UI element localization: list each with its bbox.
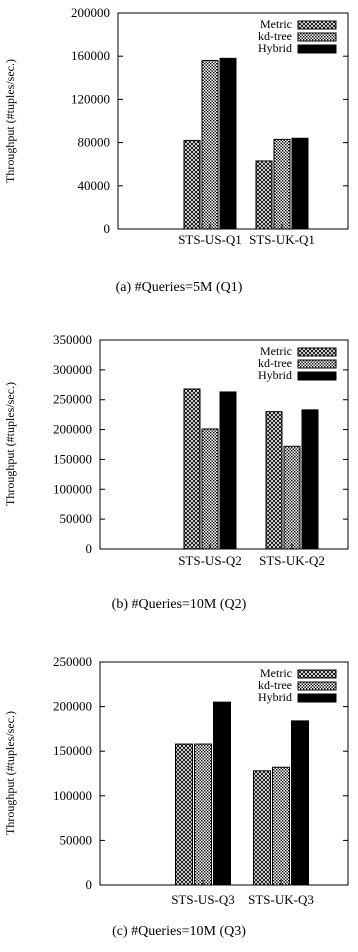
y-tick-label: 0	[86, 877, 93, 892]
legend-label: Hybrid	[258, 690, 292, 704]
y-tick-label: 100000	[53, 788, 92, 803]
x-category-label: STS-US-Q2	[178, 553, 242, 568]
bar-metric-sts-uk-q2	[265, 411, 283, 550]
legend-label: Hybrid	[258, 368, 292, 382]
chart-panel-c: 0 50000 100000 150000 200000 250000 Throughput…	[0, 652, 358, 952]
y-tick-label: 300000	[53, 362, 92, 377]
chart-b: 0 50000 100000 150000 200000 250000 300000 3500…	[3, 332, 349, 568]
y-tick-label: 350000	[53, 332, 92, 347]
legend-label: Metric	[260, 666, 292, 680]
bar-metric-sts-uk-q3	[253, 770, 271, 886]
y-axis-label: Throughput (#tuples/sec.)	[3, 711, 17, 835]
y-tick-label: 120000	[71, 91, 110, 106]
legend-label: Metric	[260, 17, 292, 31]
y-tick-label: 200000	[53, 699, 92, 714]
legend-label: kd-tree	[258, 29, 292, 43]
y-tick-label: 0	[104, 221, 111, 236]
chart-a: 0 40000 80000 120000 160000 200000 Throughput …	[3, 5, 349, 247]
y-tick-label: 50000	[60, 832, 93, 847]
bar-hybrid-sts-us-q3	[213, 701, 231, 886]
chart-panel-b: 0 50000 100000 150000 200000 250000 300000 3500…	[0, 327, 358, 627]
caption-a: (a) #Queries=5M (Q1)	[115, 280, 243, 295]
y-tick-label: 100000	[53, 481, 92, 496]
y-tick-label: 150000	[53, 743, 92, 758]
bar-metric-sts-us-q2	[183, 388, 201, 550]
legend-swatch-kd-tree	[297, 32, 337, 42]
bar-hybrid-sts-us-q1	[219, 57, 237, 230]
legend-label: Hybrid	[258, 41, 292, 55]
bar-hybrid-sts-uk-q1	[291, 137, 309, 230]
caption-c: (c) #Queries=10M (Q3)	[112, 924, 246, 939]
legend-label: kd-tree	[258, 356, 292, 370]
bar-kd-tree-sts-uk-q2	[283, 445, 301, 550]
y-tick-label: 160000	[71, 48, 110, 63]
x-category-label: STS-US-Q3	[171, 892, 235, 907]
y-tick-label: 0	[86, 541, 93, 556]
bar-kd-tree-sts-us-q1	[201, 60, 219, 230]
y-tick-label: 200000	[71, 5, 110, 20]
bar-kd-tree-sts-us-q2	[201, 428, 219, 550]
legend-swatch-hybrid	[297, 44, 337, 54]
y-tick-label: 80000	[78, 135, 111, 150]
y-axis-label: Throughput (#tuples/sec.)	[3, 59, 17, 183]
legend-swatch-hybrid	[297, 371, 337, 381]
y-tick-label: 250000	[53, 392, 92, 407]
bar-hybrid-sts-us-q2	[219, 391, 237, 550]
legend-swatch-metric	[297, 20, 337, 30]
bar-metric-sts-uk-q1	[255, 160, 273, 230]
legend-swatch-kd-tree	[297, 681, 337, 691]
y-tick-label: 40000	[78, 178, 111, 193]
x-category-label: STS-US-Q1	[178, 232, 242, 247]
bar-kd-tree-sts-uk-q3	[272, 766, 290, 886]
y-tick-label: 200000	[53, 422, 92, 437]
chart-panel-a: 0 40000 80000 120000 160000 200000 Throughput …	[0, 0, 358, 300]
y-tick-label: 50000	[60, 511, 93, 526]
x-category-label: STS-UK-Q3	[248, 892, 314, 907]
y-tick-label: 150000	[53, 451, 92, 466]
bar-hybrid-sts-uk-q2	[301, 409, 319, 550]
bar-kd-tree-sts-uk-q1	[273, 138, 291, 230]
legend-label: kd-tree	[258, 678, 292, 692]
caption-b: (b) #Queries=10M (Q2)	[111, 597, 247, 612]
legend-swatch-hybrid	[297, 693, 337, 703]
x-category-label: STS-UK-Q1	[249, 232, 315, 247]
bar-kd-tree-sts-us-q3	[194, 743, 212, 886]
legend-label: Metric	[260, 344, 292, 358]
x-category-label: STS-UK-Q2	[259, 553, 325, 568]
y-axis-label: Throughput (#tuples/sec.)	[3, 382, 17, 506]
legend-swatch-metric	[297, 347, 337, 357]
bar-hybrid-sts-uk-q3	[291, 720, 309, 886]
chart-c: 0 50000 100000 150000 200000 250000 Throughput…	[3, 654, 349, 907]
legend-swatch-metric	[297, 669, 337, 679]
bar-metric-sts-us-q1	[183, 139, 201, 230]
legend-swatch-kd-tree	[297, 359, 337, 369]
bar-metric-sts-us-q3	[175, 743, 193, 886]
y-tick-label: 250000	[53, 654, 92, 669]
